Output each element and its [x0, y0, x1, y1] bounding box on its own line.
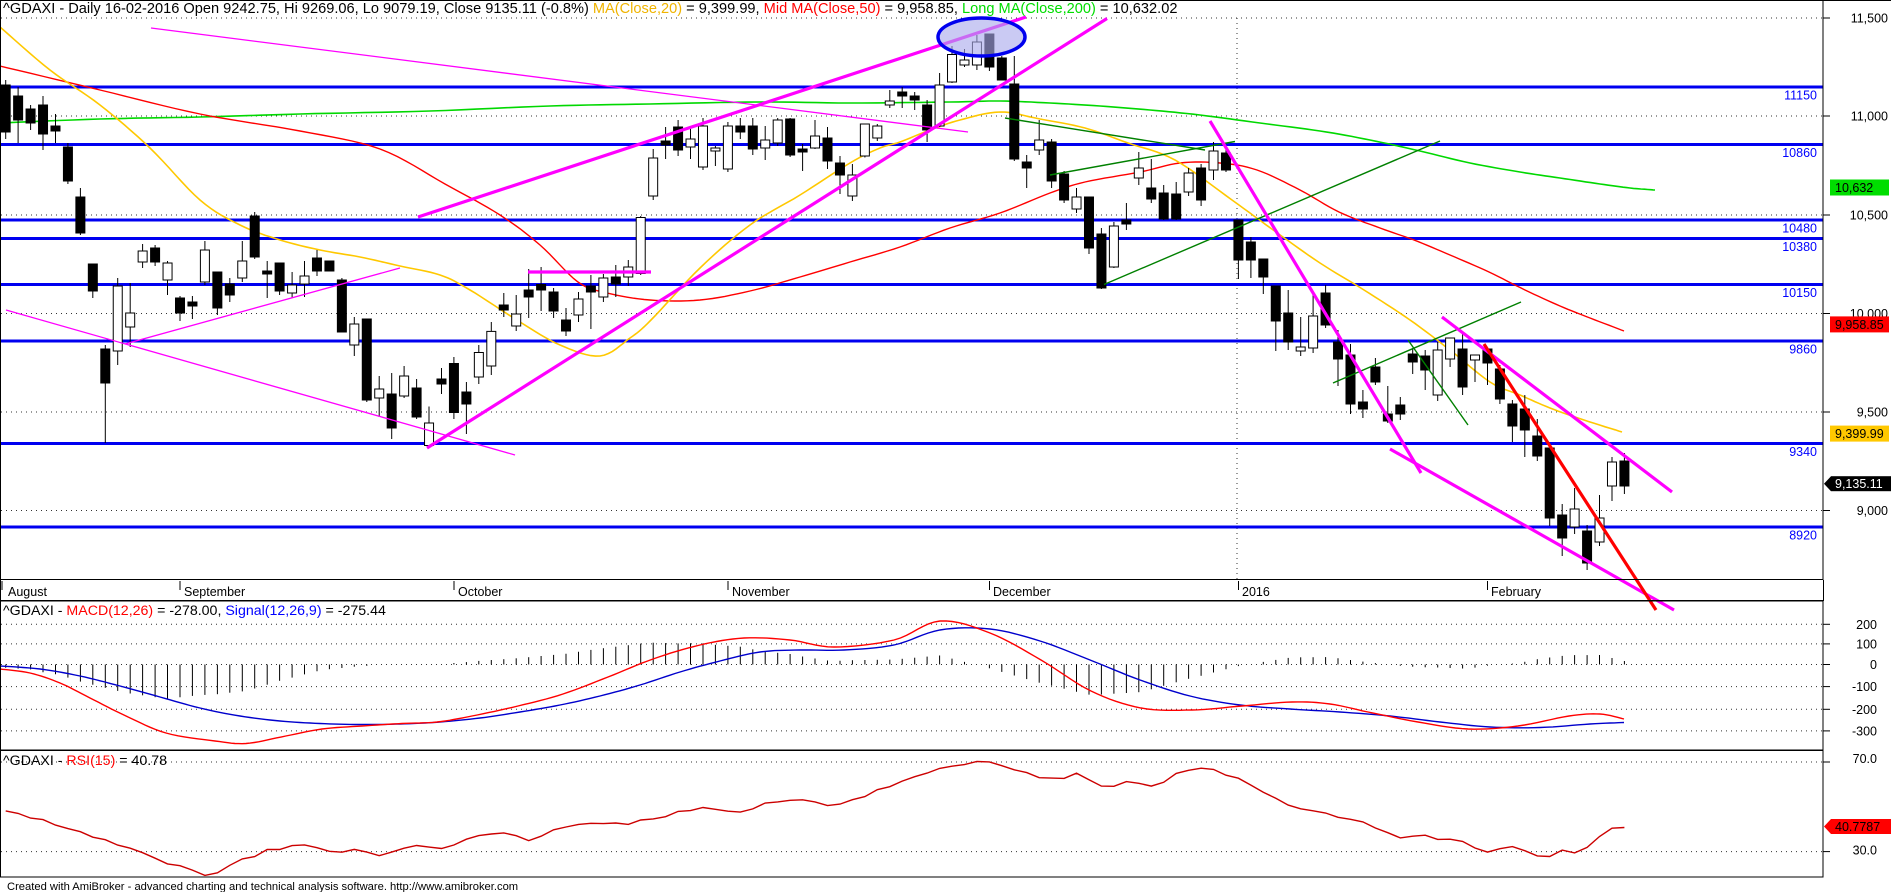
svg-text:10150: 10150 — [1782, 286, 1817, 300]
svg-text:10860: 10860 — [1782, 146, 1817, 160]
svg-text:9860: 9860 — [1789, 343, 1817, 357]
svg-text:10,632: 10,632 — [1835, 181, 1873, 195]
svg-text:10380: 10380 — [1782, 240, 1817, 254]
svg-text:^GDAXI - MACD(12,26) = -278.00: ^GDAXI - MACD(12,26) = -278.00, Signal(1… — [3, 603, 386, 619]
svg-text:10480: 10480 — [1782, 222, 1817, 236]
svg-text:200: 200 — [1856, 618, 1877, 632]
svg-text:February: February — [1491, 585, 1542, 599]
svg-text:August: August — [8, 585, 47, 599]
svg-text:-300: -300 — [1852, 724, 1877, 738]
svg-text:8920: 8920 — [1789, 529, 1817, 543]
svg-text:100: 100 — [1856, 637, 1877, 651]
svg-text:2016: 2016 — [1242, 585, 1270, 599]
svg-text:9340: 9340 — [1789, 445, 1817, 459]
svg-text:10,500: 10,500 — [1850, 209, 1888, 223]
svg-text:September: September — [184, 585, 245, 599]
svg-text:40.7787: 40.7787 — [1835, 820, 1880, 834]
svg-text:11,500: 11,500 — [1851, 12, 1888, 26]
svg-text:11,000: 11,000 — [1851, 110, 1888, 124]
svg-text:9,135.11: 9,135.11 — [1835, 477, 1883, 491]
svg-text:0: 0 — [1870, 658, 1877, 672]
svg-text:October: October — [458, 585, 502, 599]
svg-text:11150: 11150 — [1784, 89, 1817, 103]
svg-text:December: December — [993, 585, 1051, 599]
svg-text:9,000: 9,000 — [1857, 504, 1888, 518]
svg-text:9,399.99: 9,399.99 — [1835, 427, 1884, 441]
svg-text:9,500: 9,500 — [1857, 406, 1888, 420]
svg-text:^GDAXI - Daily 16-02-2016 Open: ^GDAXI - Daily 16-02-2016 Open 9242.75, … — [3, 1, 1177, 17]
svg-text:30.0: 30.0 — [1853, 844, 1877, 858]
svg-text:November: November — [732, 585, 790, 599]
svg-text:Created with AmiBroker - advan: Created with AmiBroker - advanced charti… — [7, 881, 518, 892]
svg-text:-100: -100 — [1852, 680, 1877, 694]
svg-text:70.0: 70.0 — [1853, 752, 1877, 766]
svg-text:9,958.85: 9,958.85 — [1835, 318, 1884, 332]
svg-text:-200: -200 — [1852, 703, 1877, 717]
svg-text:^GDAXI - RSI(15) = 40.78: ^GDAXI - RSI(15) = 40.78 — [3, 753, 167, 769]
